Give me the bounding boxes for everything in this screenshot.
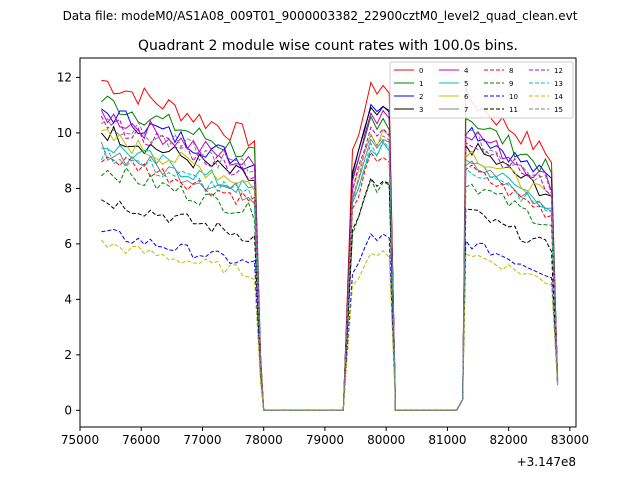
x-tick-label: 77000: [183, 433, 221, 447]
legend-label-2: 2: [419, 93, 423, 101]
y-tick-label: 2: [64, 348, 72, 362]
y-tick-label: 4: [64, 292, 72, 306]
y-tick-label: 10: [57, 126, 72, 140]
x-tick-label: 80000: [367, 433, 405, 447]
legend-label-4: 4: [464, 67, 469, 75]
plot-frame: [79, 57, 577, 428]
legend-label-11: 11: [509, 106, 518, 114]
legend-label-14: 14: [554, 93, 563, 101]
x-tick-label: 82000: [490, 433, 528, 447]
y-tick-label: 8: [64, 181, 72, 195]
series-line-14: [101, 239, 559, 411]
series-line-11: [101, 177, 559, 411]
y-tick-label: 12: [57, 70, 72, 84]
legend-label-6: 6: [464, 93, 469, 101]
legend-box: [389, 61, 574, 119]
x-tick-label: 76000: [122, 433, 160, 447]
legend-label-1: 1: [419, 80, 423, 88]
axis-ticks: 75000 76000 77000 78000 79000 80000 81000 82000…: [57, 70, 589, 447]
chart-title: Quadrant 2 module wise count rates with …: [138, 38, 518, 54]
x-tick-label: 75000: [61, 433, 99, 447]
legend-label-12: 12: [554, 67, 563, 75]
legend-label-8: 8: [509, 67, 513, 75]
legend-label-13: 13: [554, 80, 563, 88]
legend-label-10: 10: [509, 93, 518, 101]
x-tick-label: 83000: [551, 433, 589, 447]
series-line-9: [101, 166, 559, 411]
y-tick-label: 6: [64, 237, 72, 251]
legend-label-5: 5: [464, 80, 468, 88]
legend-label-0: 0: [419, 67, 423, 75]
legend-label-15: 15: [554, 106, 563, 114]
x-tick-label: 81000: [428, 433, 466, 447]
series-line-8: [101, 151, 559, 411]
x-tick-label: 79000: [306, 433, 344, 447]
suptitle: Data file: modeM0/AS1A08_009T01_90000033…: [63, 9, 578, 23]
series-line-3: [101, 105, 559, 411]
series-line-6: [101, 128, 559, 411]
legend-label-3: 3: [419, 106, 423, 114]
plot-lines: [100, 79, 559, 411]
x-tick-label: 78000: [245, 433, 283, 447]
legend-label-9: 9: [509, 80, 513, 88]
series-line-5: [101, 141, 559, 411]
series-line-15: [101, 117, 559, 411]
legend-label-7: 7: [464, 106, 468, 114]
x-offset-label: +3.147e8: [517, 455, 576, 469]
y-tick-label: 0: [64, 403, 72, 417]
series-line-10: [101, 228, 559, 411]
series-line-13: [100, 139, 559, 411]
